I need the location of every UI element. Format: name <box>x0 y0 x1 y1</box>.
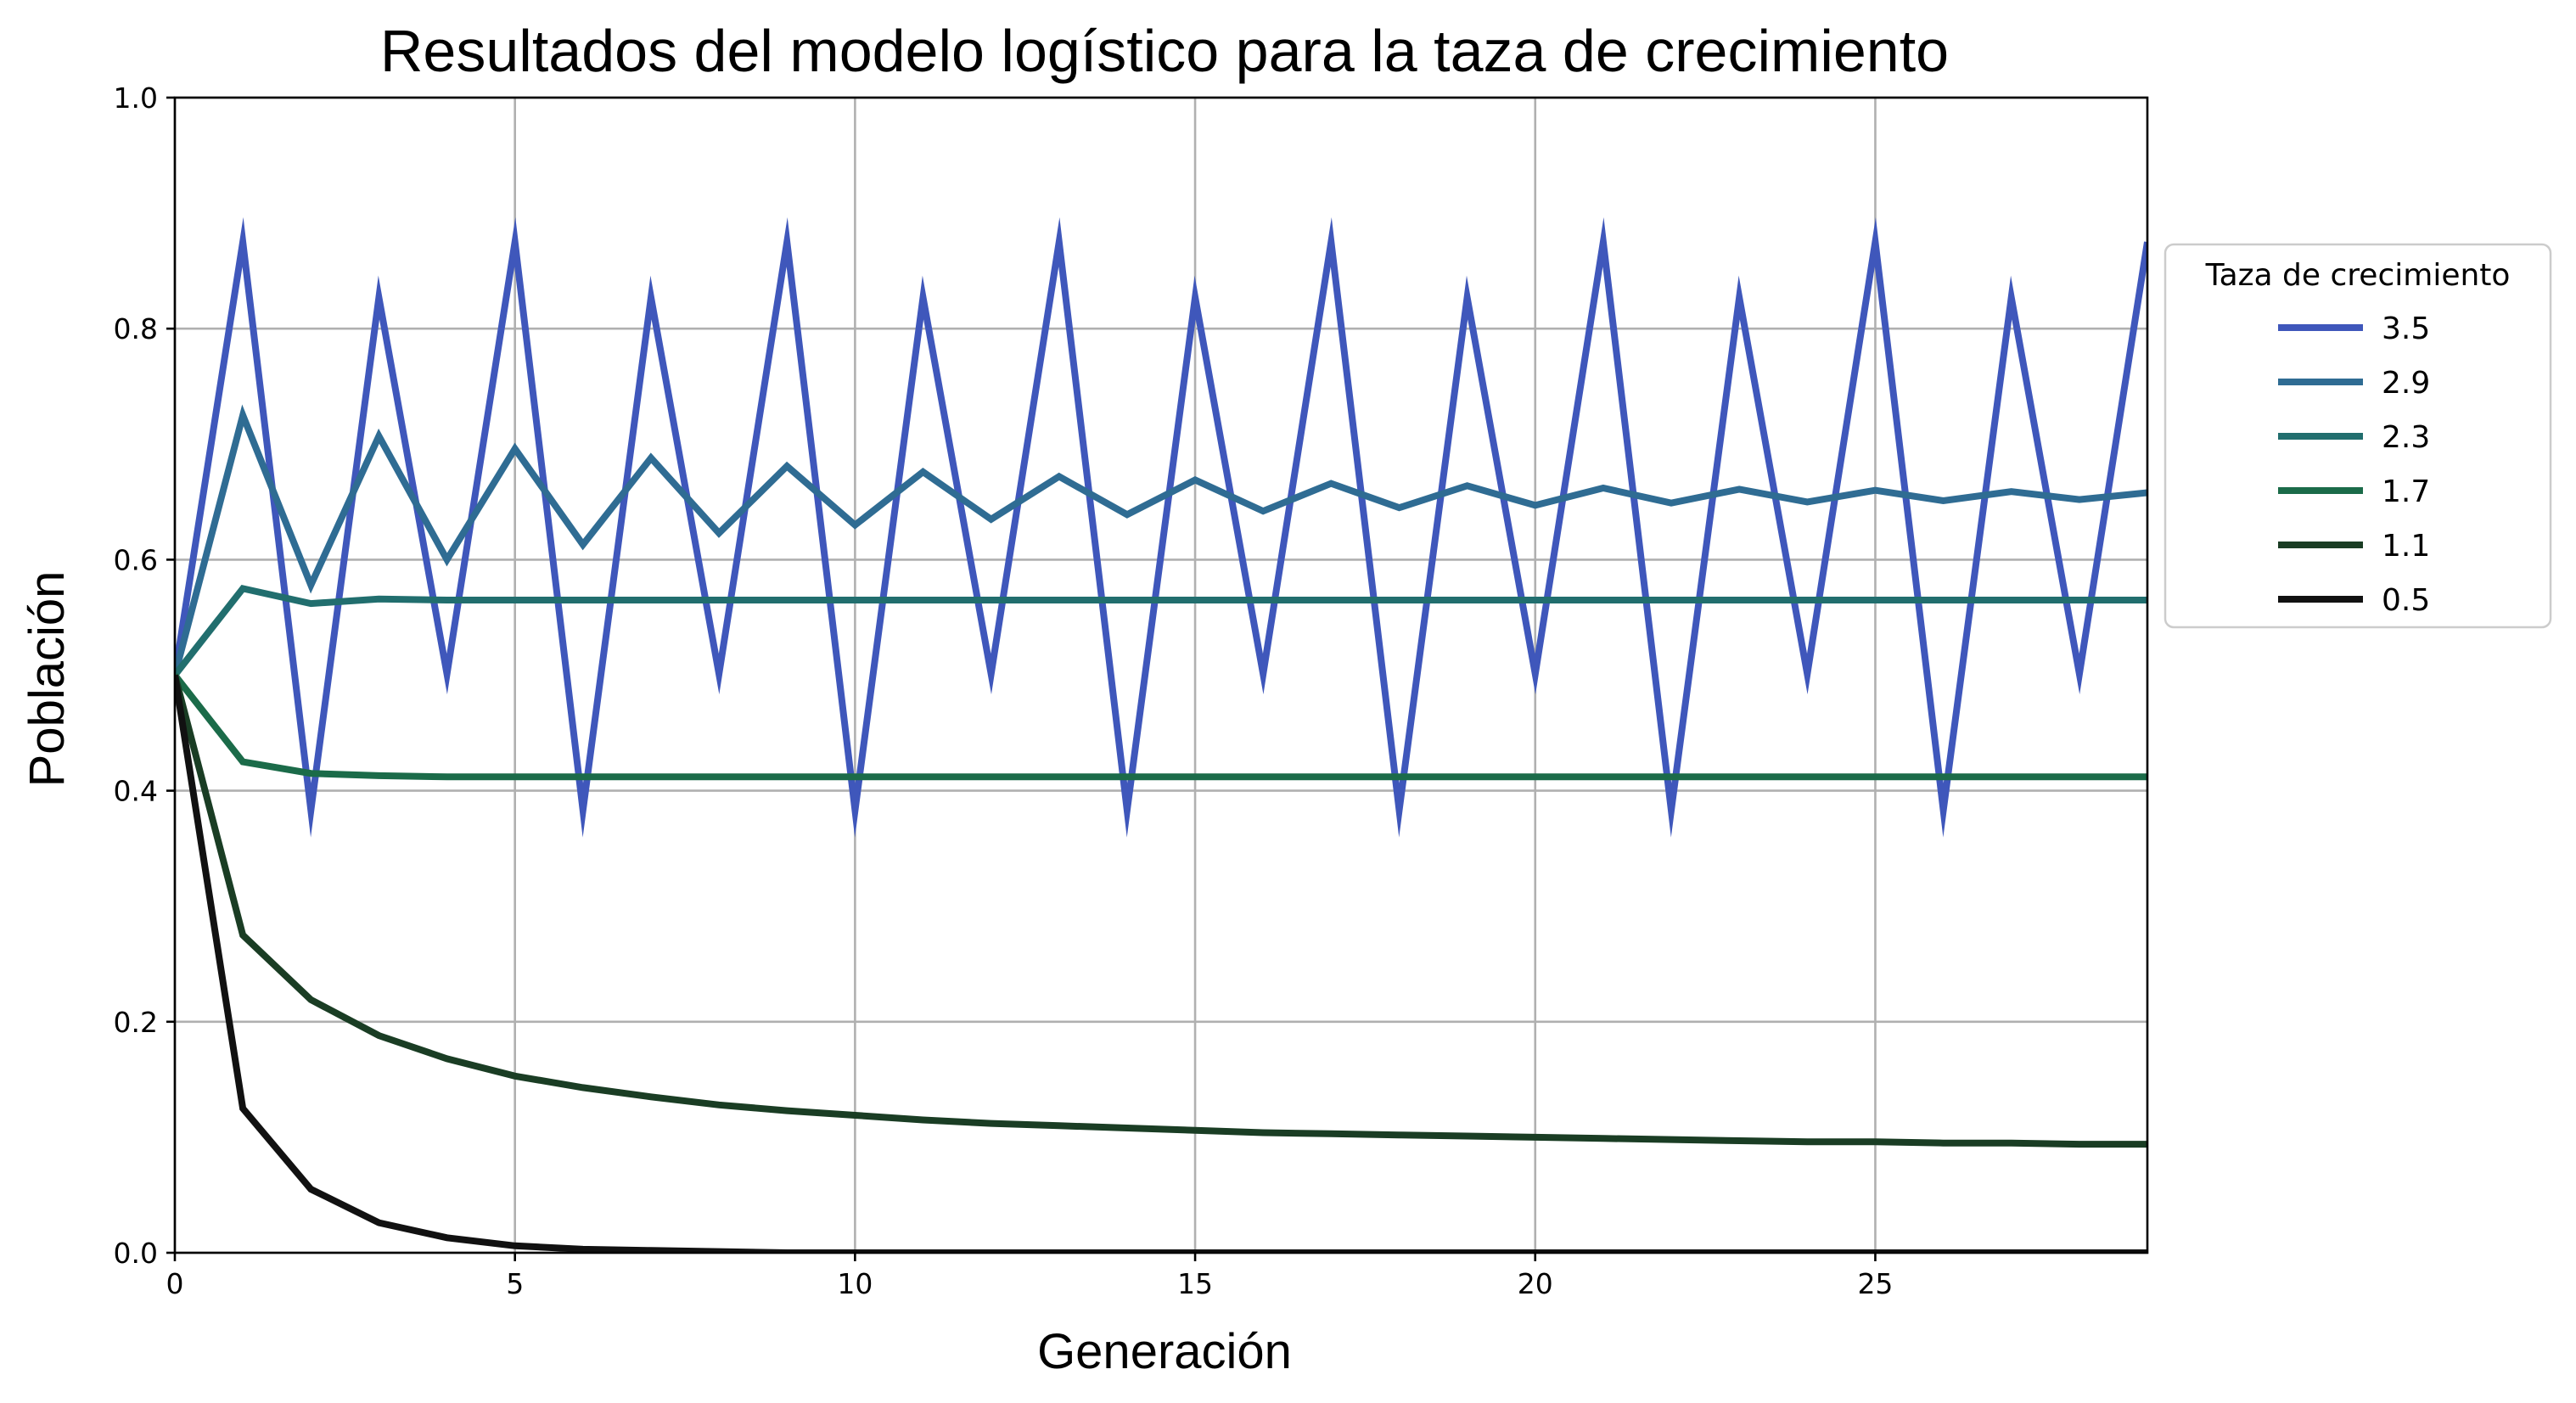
series-line-0.5 <box>175 674 2147 1253</box>
y-tick-label: 1.0 <box>114 81 158 115</box>
legend: Taza de crecimiento 3.5 2.9 2.3 1.7 1.1 0.5 <box>2164 243 2552 629</box>
y-axis-label: Población <box>20 571 75 788</box>
legend-items: 3.5 2.9 2.3 1.7 1.1 0.5 <box>2278 311 2430 618</box>
legend-label: 1.1 <box>2382 529 2430 564</box>
x-tick-label: 5 <box>506 1267 524 1300</box>
series-line-2.9 <box>175 404 2147 676</box>
legend-label: 3.5 <box>2382 311 2430 346</box>
y-tick-label: 0.2 <box>114 1006 158 1039</box>
x-tick-label: 25 <box>1857 1267 1893 1300</box>
legend-label: 2.3 <box>2382 420 2430 455</box>
axis-ticks <box>166 96 1877 1261</box>
plot-frame <box>173 96 2149 1254</box>
y-tick-label: 0.8 <box>114 312 158 345</box>
tick-labels: 0 5 10 15 20 25 0.0 0.2 0.4 0.6 0.8 1.0 <box>114 81 1894 1300</box>
y-tick-label: 0.4 <box>114 775 158 808</box>
legend-label: 0.5 <box>2382 583 2430 618</box>
legend-label: 2.9 <box>2382 366 2430 401</box>
x-tick-label: 10 <box>837 1267 873 1300</box>
series-layer <box>175 216 2147 1253</box>
x-tick-label: 20 <box>1518 1267 1553 1300</box>
chart-title: Resultados del modelo logístico para la … <box>380 18 1949 84</box>
x-tick-label: 0 <box>166 1267 184 1300</box>
y-tick-label: 0.0 <box>114 1237 158 1270</box>
y-tick-label: 0.6 <box>114 543 158 576</box>
series-line-1.7 <box>175 673 2147 781</box>
x-tick-label: 15 <box>1177 1267 1213 1300</box>
legend-label: 1.7 <box>2382 474 2430 509</box>
legend-title: Taza de crecimiento <box>2205 258 2511 293</box>
series-line-2.3 <box>175 584 2147 677</box>
series-line-1.1 <box>175 674 2147 1148</box>
x-axis-label: Generación <box>1037 1324 1292 1379</box>
